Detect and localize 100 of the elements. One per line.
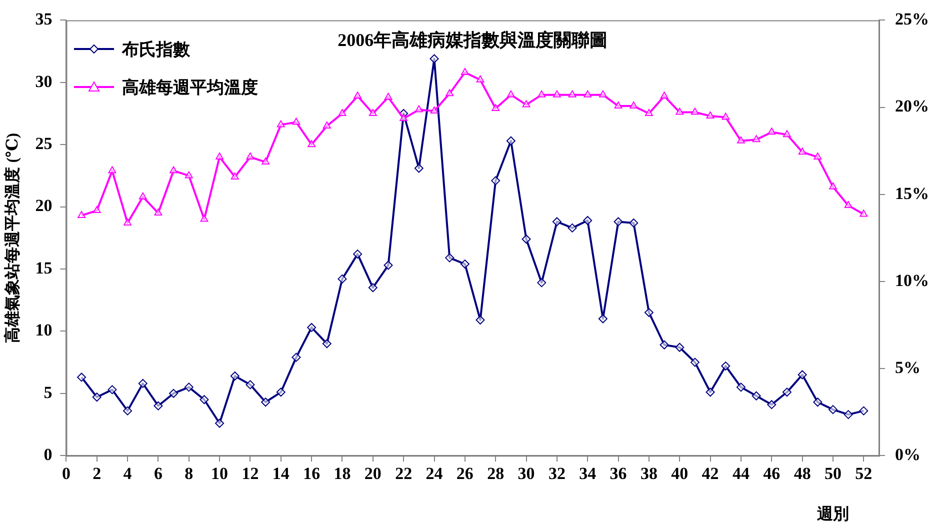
point <box>798 148 806 155</box>
point <box>368 109 377 116</box>
point <box>460 260 470 269</box>
y-tick-label: 5 <box>44 382 52 402</box>
point <box>722 112 730 120</box>
point <box>353 250 362 259</box>
point <box>384 260 393 270</box>
point <box>675 342 684 352</box>
point <box>276 120 285 128</box>
point <box>446 89 454 96</box>
point <box>276 388 286 397</box>
point <box>782 388 792 397</box>
point <box>522 100 530 108</box>
point <box>322 121 331 128</box>
point <box>860 210 868 217</box>
x-tick-label: 30 <box>518 464 535 484</box>
point <box>154 208 162 216</box>
x-tick-label: 10 <box>211 464 228 484</box>
x-tick-label: 18 <box>334 464 351 484</box>
point <box>78 211 86 218</box>
point <box>537 278 546 288</box>
point <box>92 206 101 214</box>
point <box>124 218 132 226</box>
point <box>368 283 378 292</box>
point <box>262 158 270 165</box>
y-tick-label: 30 <box>35 72 52 91</box>
x-tick-label: 20 <box>364 464 382 484</box>
point <box>767 400 776 410</box>
point <box>184 382 194 392</box>
point <box>138 192 147 200</box>
point <box>614 217 623 226</box>
y2-tick-label: 25% <box>895 10 929 29</box>
point <box>814 152 822 160</box>
x-tick-label: 50 <box>824 464 842 484</box>
point <box>138 378 148 388</box>
point <box>230 371 240 380</box>
point <box>736 382 746 392</box>
x-tick-label: 36 <box>610 464 627 484</box>
legend-label: 高雄每週平均溫度 <box>122 76 258 99</box>
point <box>644 308 654 318</box>
x-tick-label: 12 <box>242 464 259 484</box>
point <box>430 54 439 64</box>
point <box>123 406 132 416</box>
point <box>216 152 224 160</box>
point <box>660 92 668 99</box>
point <box>200 214 208 222</box>
y2-tick-label: 20% <box>895 96 929 116</box>
point <box>414 164 424 173</box>
x-tick-label: 46 <box>763 464 780 484</box>
point <box>92 392 102 402</box>
point <box>322 339 332 348</box>
point <box>813 398 822 407</box>
point <box>568 223 577 232</box>
x-tick-label: 32 <box>548 464 566 484</box>
x-tick-label: 48 <box>794 464 811 484</box>
point <box>538 90 546 98</box>
point <box>598 90 607 98</box>
x-tick-label: 38 <box>640 464 658 484</box>
x-tick-label: 8 <box>184 464 194 484</box>
point <box>200 395 209 404</box>
point <box>660 340 669 350</box>
point <box>583 216 592 225</box>
point <box>584 90 592 98</box>
point <box>246 152 254 160</box>
point <box>108 385 117 394</box>
point <box>721 362 730 371</box>
x-tick-label: 34 <box>579 464 597 484</box>
point <box>506 136 516 146</box>
x-tick-label: 42 <box>702 464 719 484</box>
x-tick-label: 52 <box>855 464 872 484</box>
x-tick-label: 2 <box>92 464 102 484</box>
point <box>292 118 300 125</box>
point <box>445 253 454 262</box>
point <box>676 108 684 115</box>
y-tick-label: 10 <box>35 320 52 340</box>
point <box>737 136 745 144</box>
x-tick-label: 44 <box>732 464 750 484</box>
x-tick-label: 24 <box>426 464 444 484</box>
x-tick-label: 28 <box>487 464 504 484</box>
point <box>169 388 178 398</box>
y-tick-label: 25 <box>35 134 52 153</box>
y-tick-label: 15 <box>35 258 52 278</box>
x-tick-label: 4 <box>123 464 132 484</box>
text: 2006年高雄病媒指數與溫度關聯圖 <box>338 30 608 50</box>
point <box>308 140 316 148</box>
x-tick-label: 16 <box>303 464 320 484</box>
point <box>154 401 163 410</box>
point <box>246 380 255 390</box>
point <box>522 234 531 244</box>
point <box>476 75 484 82</box>
point <box>768 128 776 135</box>
point <box>338 109 346 116</box>
point <box>859 406 868 416</box>
point <box>491 176 500 186</box>
x-tick-label: 40 <box>671 464 688 484</box>
point <box>400 114 408 121</box>
point <box>783 130 791 138</box>
point <box>706 111 714 118</box>
point <box>492 104 500 112</box>
point <box>170 166 178 174</box>
